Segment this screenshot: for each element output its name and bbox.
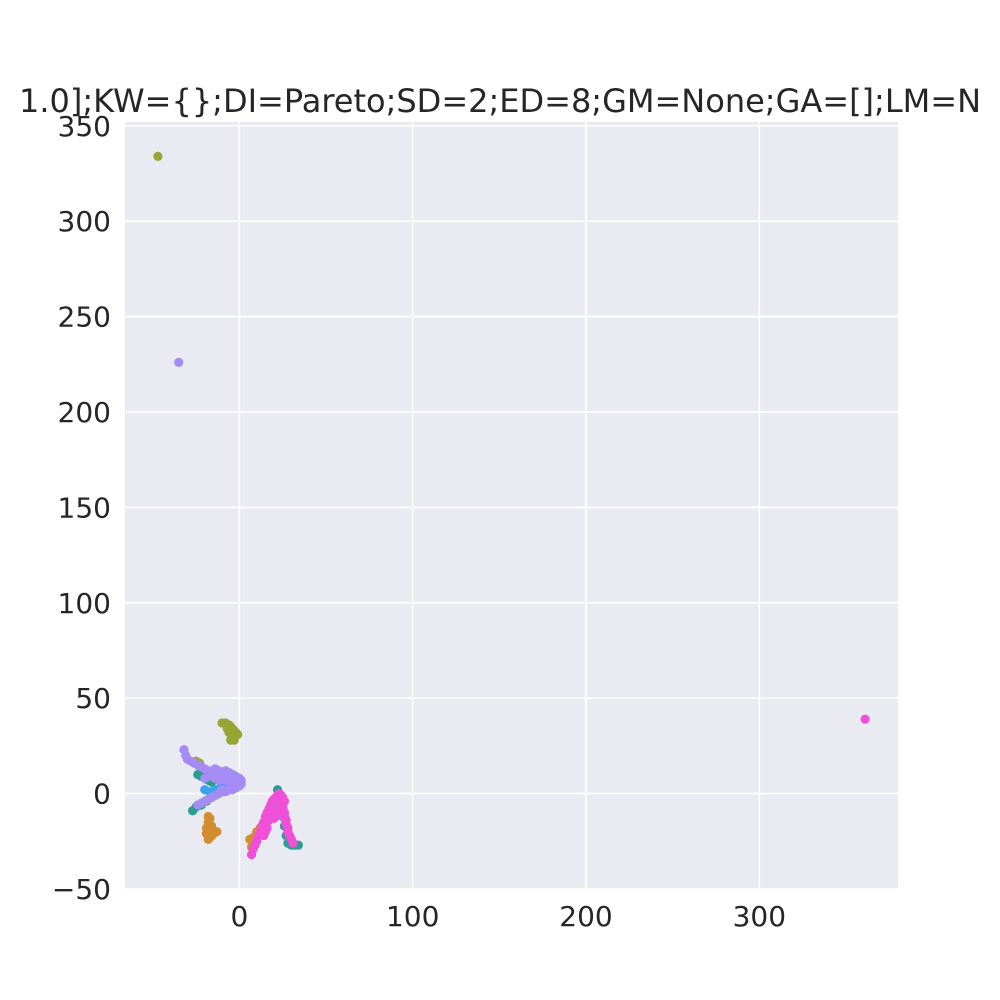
y-tick-label: 300: [58, 205, 111, 238]
y-tick-label: 100: [58, 587, 111, 620]
x-tick-label: 100: [386, 900, 439, 933]
data-point: [229, 735, 239, 745]
y-tick-label: 150: [58, 491, 111, 524]
y-tick-label: 50: [75, 682, 111, 715]
y-tick-label: −50: [52, 873, 111, 906]
plot-area: [125, 122, 898, 889]
data-point: [174, 357, 184, 368]
data-point: [217, 787, 227, 797]
data-point: [213, 775, 224, 785]
x-tick-label: 300: [733, 900, 786, 933]
data-point: [222, 724, 232, 734]
data-point: [288, 838, 298, 848]
data-point: [153, 151, 163, 161]
data-point: [236, 779, 246, 789]
chart-title: 1.0];KW={};DI=Pareto;SD=2;ED=8;GM=None;G…: [19, 82, 981, 120]
data-point: [264, 815, 274, 825]
data-point: [205, 813, 215, 824]
x-tick-label: 0: [230, 900, 248, 933]
data-point: [276, 800, 286, 810]
y-tick-label: 200: [58, 396, 111, 429]
x-tick-label: 200: [559, 900, 612, 933]
y-tick-label: 250: [58, 301, 111, 334]
x-axis-ticks: 0 100 200 300: [230, 900, 786, 933]
gridlines: [125, 122, 898, 890]
data-points: [153, 151, 870, 860]
y-axis-ticks: −50 0 50 100 150 200 250 300 350: [52, 110, 111, 906]
data-point: [259, 830, 269, 841]
y-tick-label: 0: [93, 778, 111, 811]
y-tick-label: 350: [58, 110, 111, 143]
data-point: [207, 821, 217, 831]
data-point: [860, 714, 870, 724]
